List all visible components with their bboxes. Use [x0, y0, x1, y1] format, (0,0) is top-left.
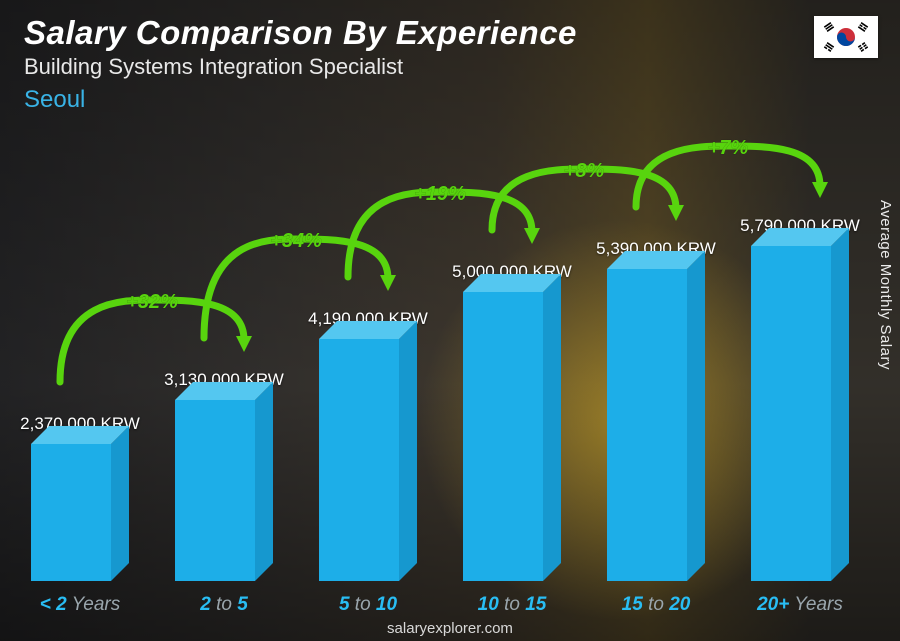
x-axis-label: 5 to 10 — [308, 594, 428, 616]
x-axis-label: 2 to 5 — [164, 594, 284, 616]
bar-slot: 5,000,000 KRW — [452, 262, 572, 581]
bars-row: 2,370,000 KRW3,130,000 KRW4,190,000 KRW5… — [20, 91, 860, 581]
bar-slot: 4,190,000 KRW — [308, 309, 428, 581]
south-korea-flag-icon — [818, 19, 874, 55]
x-axis: < 2 Years 2 to 5 5 to 10 10 to 15 15 to 20 20… — [20, 594, 860, 616]
bar — [31, 444, 129, 581]
infographic-stage: Salary Comparison By Experience Building… — [0, 0, 900, 641]
x-axis-label: 20+ Years — [740, 594, 860, 616]
bar — [463, 292, 561, 581]
bar-slot: 3,130,000 KRW — [164, 370, 284, 581]
bar-slot: 5,390,000 KRW — [596, 239, 716, 581]
bar-slot: 5,790,000 KRW — [740, 216, 860, 581]
bar — [751, 246, 849, 581]
bar-slot: 2,370,000 KRW — [20, 414, 140, 581]
x-axis-label: 15 to 20 — [596, 594, 716, 616]
bar — [319, 339, 417, 581]
chart-title: Salary Comparison By Experience — [24, 14, 577, 52]
bar — [607, 269, 705, 581]
site-attribution: salaryexplorer.com — [0, 620, 900, 637]
bar-chart: 2,370,000 KRW3,130,000 KRW4,190,000 KRW5… — [0, 91, 900, 581]
country-flag — [814, 16, 878, 58]
x-axis-label: 10 to 15 — [452, 594, 572, 616]
x-axis-label: < 2 Years — [20, 594, 140, 616]
bar — [175, 400, 273, 581]
chart-subtitle: Building Systems Integration Specialist — [24, 54, 577, 80]
